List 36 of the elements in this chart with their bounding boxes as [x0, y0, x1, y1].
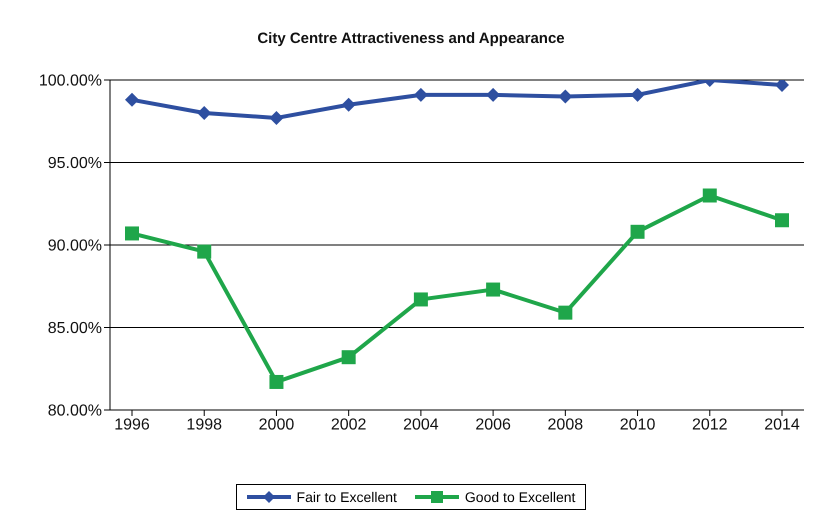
- legend-label: Good to Excellent: [464, 489, 576, 505]
- point: [702, 188, 717, 202]
- y-tick-label: 80.00%: [48, 402, 102, 420]
- point: [630, 224, 645, 239]
- point: [558, 90, 572, 104]
- x-tick-label: 2004: [403, 416, 439, 434]
- x-tick-label: 2010: [620, 416, 656, 434]
- point: [630, 88, 645, 102]
- chart-title: City Centre Attractiveness and Appearance: [256, 29, 566, 49]
- point: [269, 374, 284, 389]
- point: [414, 88, 428, 102]
- point: [342, 350, 356, 364]
- y-tick-label: 85.00%: [48, 320, 102, 338]
- x-tick-label: 1996: [114, 416, 150, 434]
- point: [269, 110, 284, 125]
- point: [414, 292, 428, 306]
- point: [125, 92, 139, 107]
- x-tick-label: 2006: [475, 416, 512, 434]
- y-tick-label: 95.00%: [48, 155, 102, 172]
- x-tick-label: 2002: [330, 416, 367, 434]
- point: [775, 213, 789, 228]
- x-tick-label: 2012: [692, 416, 728, 434]
- legend-label: Fair to Excellent: [296, 489, 397, 505]
- point: [342, 98, 356, 112]
- point: [197, 244, 212, 259]
- x-tick-label: 2008: [548, 416, 584, 434]
- x-tick-label: 1998: [186, 416, 222, 434]
- point: [125, 226, 139, 240]
- point: [486, 88, 500, 102]
- point: [486, 282, 500, 297]
- x-tick-label: 2014: [764, 416, 800, 434]
- y-tick-label: 100.00%: [38, 72, 102, 90]
- x-tick-label: 2000: [258, 416, 294, 434]
- point: [558, 306, 572, 320]
- point: [197, 106, 212, 120]
- y-tick-label: 90.00%: [48, 238, 102, 255]
